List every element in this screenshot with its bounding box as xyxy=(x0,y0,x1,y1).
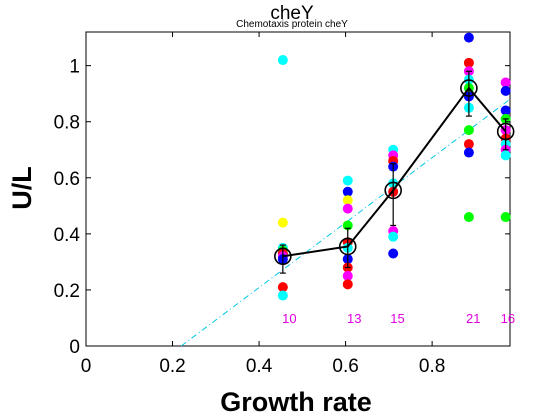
replicate-point xyxy=(500,212,511,223)
y-tick-label: 0.8 xyxy=(54,113,80,134)
replicate-point xyxy=(342,175,353,186)
x-tick-label: 0.2 xyxy=(159,356,185,377)
x-tick-label: 0.6 xyxy=(332,356,358,377)
mean-marker xyxy=(338,237,357,256)
mean-marker xyxy=(496,122,515,141)
replicate-point xyxy=(463,212,474,223)
sample-count-label: 16 xyxy=(501,311,515,326)
replicate-point xyxy=(342,195,353,206)
replicate-point xyxy=(388,248,399,259)
x-tick-label: 0.4 xyxy=(246,356,273,377)
x-axis-label: Growth rate xyxy=(220,387,372,417)
sample-count-label: 21 xyxy=(466,311,480,326)
plot-area xyxy=(85,31,511,347)
y-tick-label: 0.2 xyxy=(54,281,80,302)
replicate-point xyxy=(463,125,474,136)
y-tick-label: 0 xyxy=(69,337,80,358)
y-tick-label: 1 xyxy=(69,57,80,78)
replicate-point xyxy=(342,186,353,197)
replicate-point xyxy=(388,231,399,242)
replicate-point xyxy=(277,217,288,228)
sample-count-label: 10 xyxy=(282,311,296,326)
y-tick-label: 0.4 xyxy=(54,225,81,246)
x-tick-label: 0 xyxy=(81,356,92,377)
replicate-point xyxy=(277,55,288,66)
chart-subtitle: Chemotaxis protein cheY xyxy=(236,19,348,30)
sample-count-label: 13 xyxy=(347,311,361,326)
x-tick-label: 0.8 xyxy=(419,356,445,377)
replicate-point xyxy=(342,203,353,214)
replicate-point xyxy=(500,77,511,88)
mean-marker xyxy=(274,247,292,266)
replicate-point xyxy=(463,57,474,68)
y-tick-label: 0.6 xyxy=(54,169,80,190)
sample-count-label: 15 xyxy=(390,311,404,326)
replicate-point xyxy=(500,105,511,116)
fit-line xyxy=(180,98,511,347)
mean-line xyxy=(282,86,507,258)
replicate-point xyxy=(463,139,474,150)
replicate-point xyxy=(463,32,474,43)
y-axis-label: U/L xyxy=(7,166,37,210)
replicate-point xyxy=(342,270,353,281)
replicate-point xyxy=(500,85,511,96)
replicate-point xyxy=(277,290,288,301)
chart-title: cheY xyxy=(270,3,314,24)
replicate-point xyxy=(342,279,353,290)
replicate-point xyxy=(463,147,474,158)
mean-marker xyxy=(384,181,402,200)
mean-marker xyxy=(460,79,478,97)
replicate-point xyxy=(500,150,511,161)
replicate-point xyxy=(277,282,288,293)
